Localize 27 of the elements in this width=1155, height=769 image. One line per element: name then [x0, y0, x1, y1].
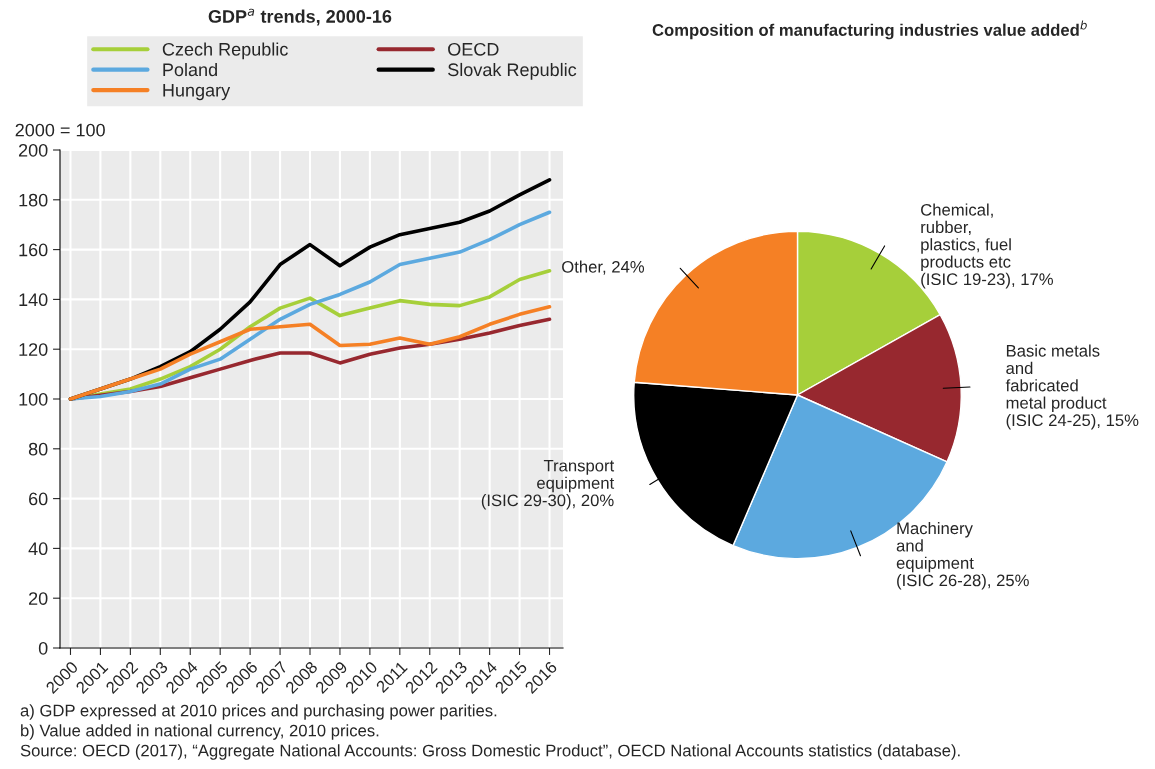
text: b) Value added in national currency, 2010 prices. — [21, 724, 379, 740]
slice-label: Basic metals and fabricated metal product (ISIC 24-25), 15% — [1005, 344, 1139, 430]
legend-label: Poland — [163, 62, 217, 77]
slice-label: Chemical, rubber, plastics, fuel products etc (ISIC 19-23), 17% — [921, 203, 1053, 289]
y-tick-label: 80 — [28, 442, 48, 456]
y-tick-label: 60 — [29, 492, 48, 506]
text: a) GDP expressed at 2010 prices and purchasing power parities. — [20, 704, 497, 720]
y-tick-label: 120 — [19, 343, 48, 356]
y-tick-label: 40 — [28, 542, 48, 556]
legend-label: OECD — [448, 42, 499, 56]
y-tick-label: 100 — [19, 392, 48, 406]
y-tick-label: 140 — [19, 293, 48, 307]
y-tick-label: 0 — [38, 641, 48, 655]
chart-title: Composition of manufacturing industries value added$^{b}$ — [652, 20, 1087, 40]
legend-label: Hungary — [163, 83, 231, 101]
y-tick-label: 20 — [29, 592, 48, 605]
y-axis-title: 2000 = 100 — [15, 123, 105, 137]
y-tick-label: 180 — [19, 193, 48, 207]
y-tick-label: 160 — [19, 243, 48, 257]
legend-label: Slovak Republic — [448, 62, 577, 80]
chart-title: GDP$^{a}$ trends, 2000-16 — [208, 8, 392, 26]
slice-label: Other, 24% — [562, 260, 645, 275]
y-tick-label: 200 — [18, 143, 48, 157]
slice-label: Transport equipment (ISIC 29-30), 20% — [481, 459, 615, 510]
slice-label: Machinery and equipment (ISIC 26-28), 25% — [896, 521, 1029, 590]
source-note: Source: OECD (2017), “Aggregate National Accounts: Gross Domestic Product”, OECD National Accounts statistics (database). — [20, 744, 960, 760]
legend-label: Czech Republic — [162, 42, 288, 60]
